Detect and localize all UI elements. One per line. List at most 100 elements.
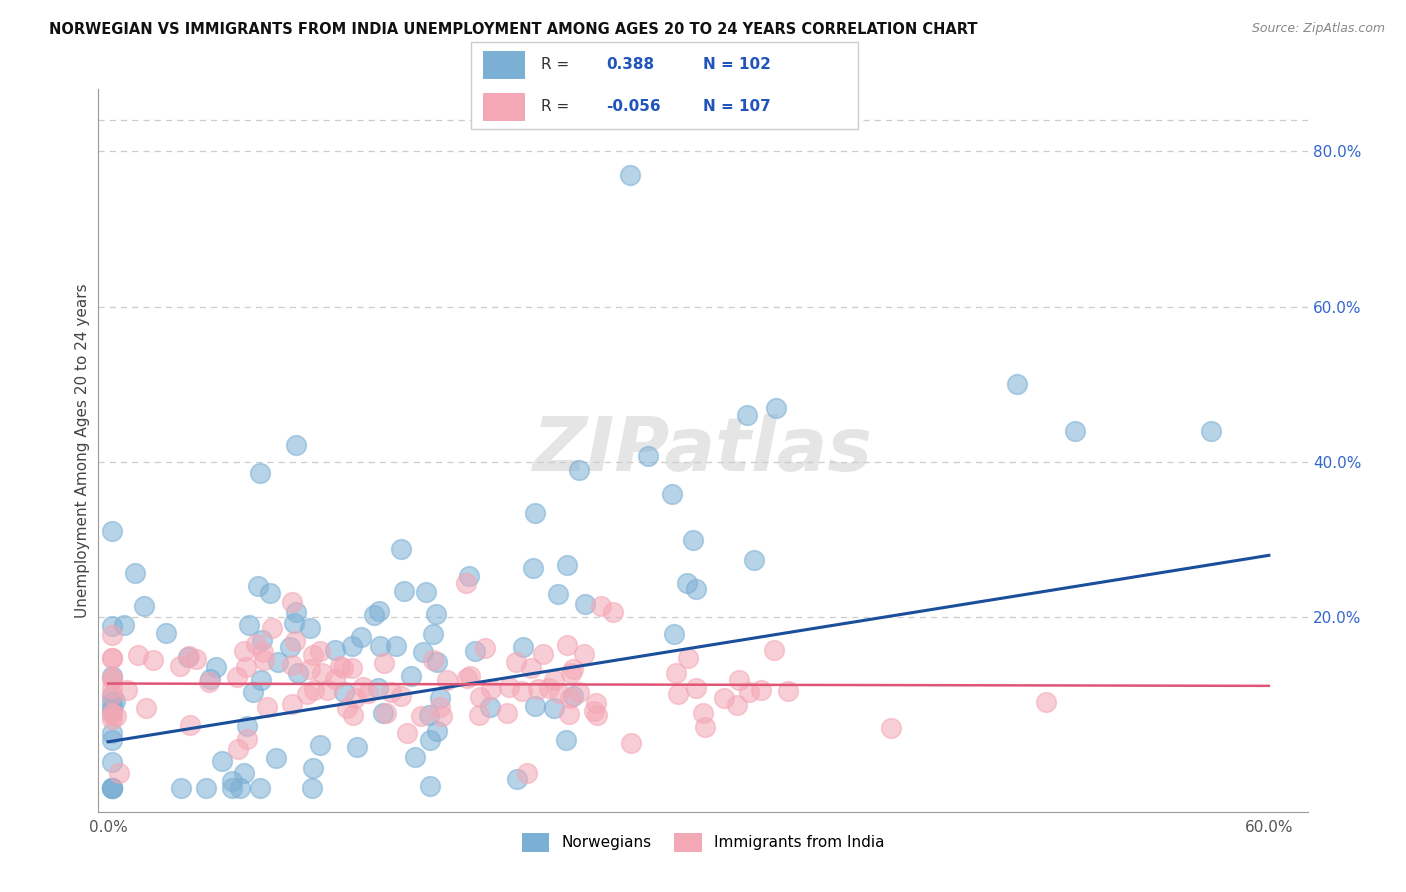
Point	[728, 673, 751, 688]
Point	[537, 681, 560, 696]
Point	[342, 708, 364, 723]
Point	[179, 648, 201, 663]
Point	[368, 639, 391, 653]
Point	[332, 661, 354, 675]
Point	[301, 781, 323, 796]
Point	[179, 718, 201, 732]
Point	[170, 781, 193, 796]
Point	[619, 168, 641, 182]
Point	[101, 755, 124, 769]
Point	[558, 706, 581, 721]
Point	[713, 690, 735, 705]
Point	[101, 619, 124, 633]
Point	[299, 663, 322, 677]
Point	[464, 643, 486, 657]
Point	[547, 686, 569, 700]
Point	[101, 712, 124, 726]
Point	[238, 618, 260, 632]
Point	[112, 618, 135, 632]
Point	[373, 706, 395, 720]
Point	[695, 720, 717, 734]
Point	[250, 673, 273, 687]
Point	[422, 653, 444, 667]
Point	[287, 665, 309, 680]
Point	[266, 655, 288, 669]
Point	[585, 696, 607, 710]
Point	[127, 648, 149, 662]
Point	[284, 633, 307, 648]
Point	[523, 698, 546, 713]
Point	[456, 671, 478, 685]
Point	[236, 731, 259, 746]
Point	[176, 649, 198, 664]
Text: N = 102: N = 102	[703, 57, 770, 72]
Point	[523, 507, 546, 521]
Point	[281, 698, 304, 712]
Point	[425, 724, 447, 739]
Point	[295, 687, 318, 701]
Point	[543, 700, 565, 714]
Point	[104, 708, 127, 723]
Point	[302, 648, 325, 662]
Point	[880, 721, 903, 735]
Point	[329, 659, 352, 673]
Point	[226, 670, 249, 684]
Y-axis label: Unemployment Among Ages 20 to 24 years: Unemployment Among Ages 20 to 24 years	[75, 283, 90, 618]
Point	[1064, 424, 1087, 438]
Point	[302, 682, 325, 697]
Point	[309, 738, 332, 752]
Point	[184, 652, 207, 666]
Point	[352, 680, 374, 694]
Point	[309, 644, 332, 658]
Point	[738, 685, 761, 699]
Point	[666, 687, 689, 701]
Point	[429, 699, 451, 714]
Point	[101, 524, 124, 539]
Point	[101, 781, 124, 796]
Point	[336, 701, 359, 715]
Point	[496, 706, 519, 721]
Point	[474, 641, 496, 656]
Point	[101, 628, 124, 642]
Point	[676, 576, 699, 591]
Point	[298, 621, 321, 635]
Point	[516, 765, 538, 780]
Point	[357, 686, 380, 700]
Point	[249, 466, 271, 480]
Point	[637, 449, 659, 463]
Point	[155, 625, 177, 640]
Point	[373, 656, 395, 670]
Point	[425, 607, 447, 621]
Point	[468, 707, 491, 722]
Point	[198, 672, 221, 686]
Point	[665, 665, 688, 680]
Point	[323, 643, 346, 657]
Point	[101, 681, 124, 696]
Point	[256, 700, 278, 714]
Point	[195, 781, 218, 796]
Point	[404, 749, 426, 764]
Point	[562, 690, 585, 704]
Point	[101, 706, 124, 720]
Point	[531, 647, 554, 661]
Point	[283, 615, 305, 630]
Point	[135, 701, 157, 715]
Point	[505, 656, 527, 670]
Point	[454, 575, 477, 590]
Point	[685, 582, 707, 596]
Point	[236, 718, 259, 732]
Point	[765, 401, 787, 415]
Point	[555, 558, 578, 572]
Point	[399, 669, 422, 683]
Text: 0.388: 0.388	[606, 57, 654, 72]
Point	[315, 682, 337, 697]
Point	[547, 586, 569, 600]
Point	[363, 608, 385, 623]
Point	[132, 599, 155, 614]
Point	[574, 597, 596, 611]
Point	[124, 566, 146, 580]
Point	[558, 691, 581, 706]
Point	[778, 683, 800, 698]
Point	[522, 561, 544, 575]
Point	[1007, 377, 1029, 392]
